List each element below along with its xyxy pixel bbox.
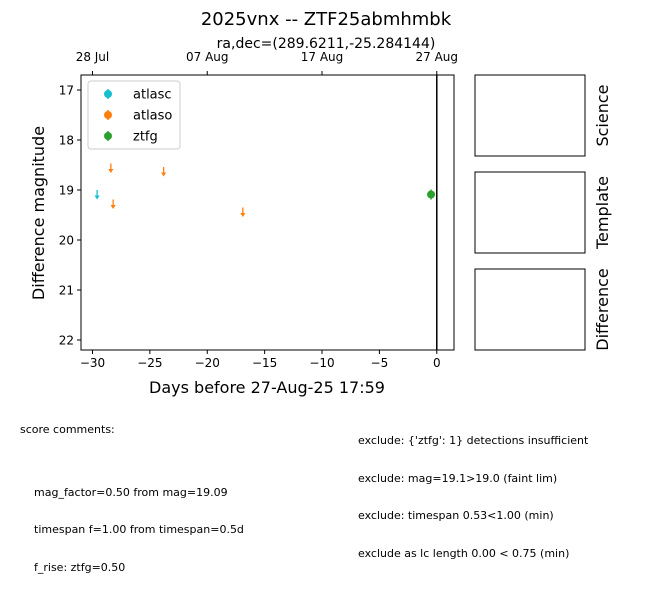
axis-ticks: −30 −25 −20 −15 −10 −5 0 17 18 19 20 21 22 28 Jul 07 A…	[59, 50, 458, 370]
top-axis-label: 17 Aug	[301, 50, 344, 64]
y-axis-label: Difference magnitude	[29, 126, 48, 300]
cutout-template-label: Template	[593, 176, 612, 250]
top-axis-label: 28 Jul	[76, 50, 110, 64]
legend: atlasc atlaso ztfg	[87, 80, 181, 150]
series-ztfg	[427, 189, 436, 200]
x-tick-label: −15	[252, 356, 277, 370]
cutout-template-frame	[474, 171, 586, 254]
limit-arrowhead	[110, 205, 116, 209]
upper-limit-marker	[161, 167, 167, 177]
chart-title: 2025vnx -- ZTF25abmhmbk	[201, 9, 452, 30]
cutout-science-label: Science	[593, 84, 612, 146]
upper-limit-marker	[240, 207, 246, 217]
cutout-science-frame	[474, 74, 586, 157]
limit-arrowhead	[94, 195, 100, 200]
light-curve-figure: 2025vnx -- ZTF25abmhmbk ra,dec=(289.6211…	[29, 9, 612, 397]
series-atlasc	[94, 190, 100, 200]
limit-arrowhead	[240, 213, 246, 217]
legend-label-atlaso: atlaso	[133, 109, 172, 124]
exclude-comment-line: exclude: mag=19.1>19.0 (faint lim)	[358, 471, 558, 485]
limit-arrowhead	[161, 172, 167, 177]
score-comments-heading: score comments:	[20, 423, 115, 436]
score-comment-line: timespan f=1.00 from timespan=0.5d	[34, 523, 244, 536]
cutout-panels: Science Template Difference	[474, 74, 612, 351]
data-point	[427, 190, 436, 199]
y-tick-label: 20	[59, 234, 74, 248]
upper-limit-marker	[110, 199, 116, 209]
x-tick-label: −25	[137, 356, 162, 370]
exclude-comment-line: exclude as lc length 0.00 < 0.75 (min)	[358, 546, 570, 560]
y-tick-label: 21	[59, 284, 74, 298]
y-tick-label: 18	[59, 134, 74, 148]
upper-limit-marker	[94, 190, 100, 200]
score-comment-line: f_rise: ztfg=0.50	[34, 560, 126, 574]
y-tick-label: 19	[59, 184, 74, 198]
x-axis-label: Days before 27-Aug-25 17:59	[149, 378, 385, 397]
legend-marker-point	[104, 132, 112, 140]
cutout-difference-label: Difference	[593, 268, 612, 350]
x-tick-label: −30	[80, 356, 105, 370]
x-tick-label: −5	[371, 356, 389, 370]
limit-arrowhead	[108, 169, 114, 173]
legend-label-atlasc: atlasc	[133, 88, 172, 103]
axes-frame	[80, 74, 455, 351]
legend-marker-point	[104, 111, 112, 119]
chart-subtitle: ra,dec=(289.6211,-25.284144)	[217, 36, 436, 52]
x-tick-label: 0	[433, 356, 441, 370]
x-tick-label: −10	[309, 356, 334, 370]
upper-limit-marker	[108, 163, 114, 173]
score-comment-line: mag_factor=0.50 from mag=19.09	[34, 485, 228, 499]
exclude-comments: exclude: {'ztfg': 1} detections insuffic…	[358, 410, 588, 573]
y-tick-label: 22	[59, 334, 74, 348]
series-atlaso	[108, 163, 246, 217]
y-tick-label: 17	[59, 84, 74, 98]
score-comments: score comments: mag_factor=0.50 from mag…	[20, 399, 244, 612]
legend-box	[87, 80, 181, 150]
data-marks	[94, 75, 438, 350]
plot-area: −30 −25 −20 −15 −10 −5 0 17 18 19 20 21 22 28 Jul 07 A…	[59, 50, 458, 370]
exclude-comment-line: exclude: {'ztfg': 1} detections insuffic…	[358, 434, 589, 447]
top-axis-label: 07 Aug	[186, 50, 229, 64]
exclude-comment-line: exclude: timespan 0.53<1.00 (min)	[358, 509, 554, 522]
top-axis-label: 27 Aug	[416, 50, 459, 64]
legend-label-ztfg: ztfg	[133, 130, 158, 145]
legend-marker-point	[104, 90, 112, 98]
cutout-difference-frame	[474, 268, 586, 351]
x-tick-label: −20	[195, 356, 220, 370]
